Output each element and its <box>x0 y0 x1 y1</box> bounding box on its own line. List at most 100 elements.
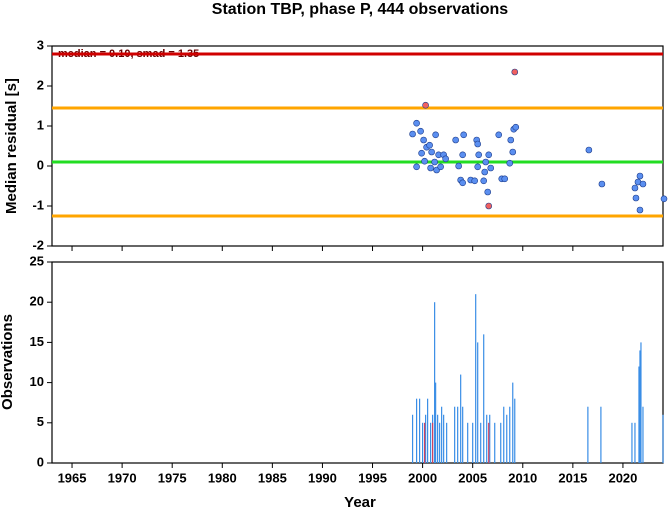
point <box>431 158 438 166</box>
point <box>507 136 515 144</box>
bar <box>634 422 636 463</box>
x-tick-label: 1990 <box>308 470 337 485</box>
point <box>437 163 444 171</box>
point <box>420 136 427 144</box>
bar <box>457 406 459 463</box>
point <box>474 163 481 171</box>
bar <box>439 422 441 463</box>
point <box>475 151 482 159</box>
point <box>632 194 640 202</box>
point <box>636 206 644 214</box>
bar <box>489 414 491 463</box>
y-tick-label: 3 <box>37 37 44 52</box>
point <box>455 162 462 170</box>
point <box>459 179 466 187</box>
point <box>428 148 435 156</box>
point <box>639 180 647 188</box>
bar <box>419 398 421 463</box>
x-axis-label: Year <box>344 494 376 511</box>
point <box>459 151 466 159</box>
bar <box>662 414 664 463</box>
bar <box>430 422 432 463</box>
bar <box>427 398 429 463</box>
chart-title: Station TBP, phase P, 444 observations <box>212 1 509 18</box>
x-tick-label: 1970 <box>108 470 137 485</box>
point <box>417 127 424 135</box>
bar <box>500 422 502 463</box>
bar <box>415 398 418 463</box>
y-tick-label: 2 <box>37 77 44 92</box>
point <box>482 158 490 166</box>
bar <box>509 406 511 463</box>
point <box>432 131 439 139</box>
y-tick-label: -2 <box>32 237 44 252</box>
y-tick-label: 0 <box>37 454 44 469</box>
x-tick-label: 1980 <box>208 470 237 485</box>
x-tick-label: 2010 <box>508 470 537 485</box>
point <box>485 151 493 159</box>
bar <box>443 414 445 463</box>
x-tick-label: 2020 <box>608 470 637 485</box>
point <box>422 101 429 109</box>
bar <box>435 382 437 463</box>
x-tick-label: 2005 <box>458 470 487 485</box>
bar <box>486 414 488 463</box>
point <box>474 140 481 148</box>
point <box>660 195 668 203</box>
point <box>409 130 416 138</box>
bar <box>475 294 477 463</box>
plot-frame <box>51 261 664 464</box>
bar <box>480 422 482 463</box>
bar <box>422 422 424 463</box>
y-tick-label: 15 <box>30 334 44 349</box>
bar <box>483 334 485 463</box>
point <box>413 163 420 171</box>
point <box>480 177 488 185</box>
bar <box>432 422 434 463</box>
point <box>485 202 493 210</box>
bar <box>514 398 516 463</box>
point <box>501 175 509 183</box>
bar <box>506 414 508 463</box>
x-tick-label: 2015 <box>558 470 587 485</box>
bar <box>638 366 640 463</box>
bar <box>503 406 505 463</box>
y-axis-label: Observations <box>0 314 16 410</box>
bar <box>600 406 602 463</box>
y-tick-label: -1 <box>32 197 44 212</box>
point <box>418 149 425 157</box>
bar <box>472 422 474 463</box>
bar <box>454 406 456 463</box>
bar <box>640 342 642 463</box>
point <box>512 123 520 131</box>
bar <box>631 422 633 463</box>
point <box>636 172 644 180</box>
point <box>421 157 428 165</box>
y-tick-label: 0 <box>37 157 44 172</box>
point <box>506 159 514 167</box>
point <box>585 146 593 154</box>
bar <box>411 414 414 463</box>
point <box>471 177 478 185</box>
point <box>598 180 606 188</box>
y-tick-label: 1 <box>37 117 44 132</box>
bar <box>494 422 496 463</box>
point <box>631 184 639 192</box>
point <box>460 131 467 139</box>
x-tick-label: 1995 <box>358 470 387 485</box>
bar <box>512 382 514 463</box>
bar <box>642 406 644 463</box>
y-axis-label: Median residual [s] <box>3 78 20 214</box>
point <box>413 119 420 127</box>
point <box>481 168 489 176</box>
bar <box>425 414 427 463</box>
bar <box>424 422 426 463</box>
bar <box>488 422 490 463</box>
point <box>442 155 449 163</box>
bar <box>437 414 439 463</box>
bar <box>477 342 479 463</box>
x-tick-label: 2000 <box>408 470 437 485</box>
point <box>511 68 519 76</box>
point <box>452 136 459 144</box>
